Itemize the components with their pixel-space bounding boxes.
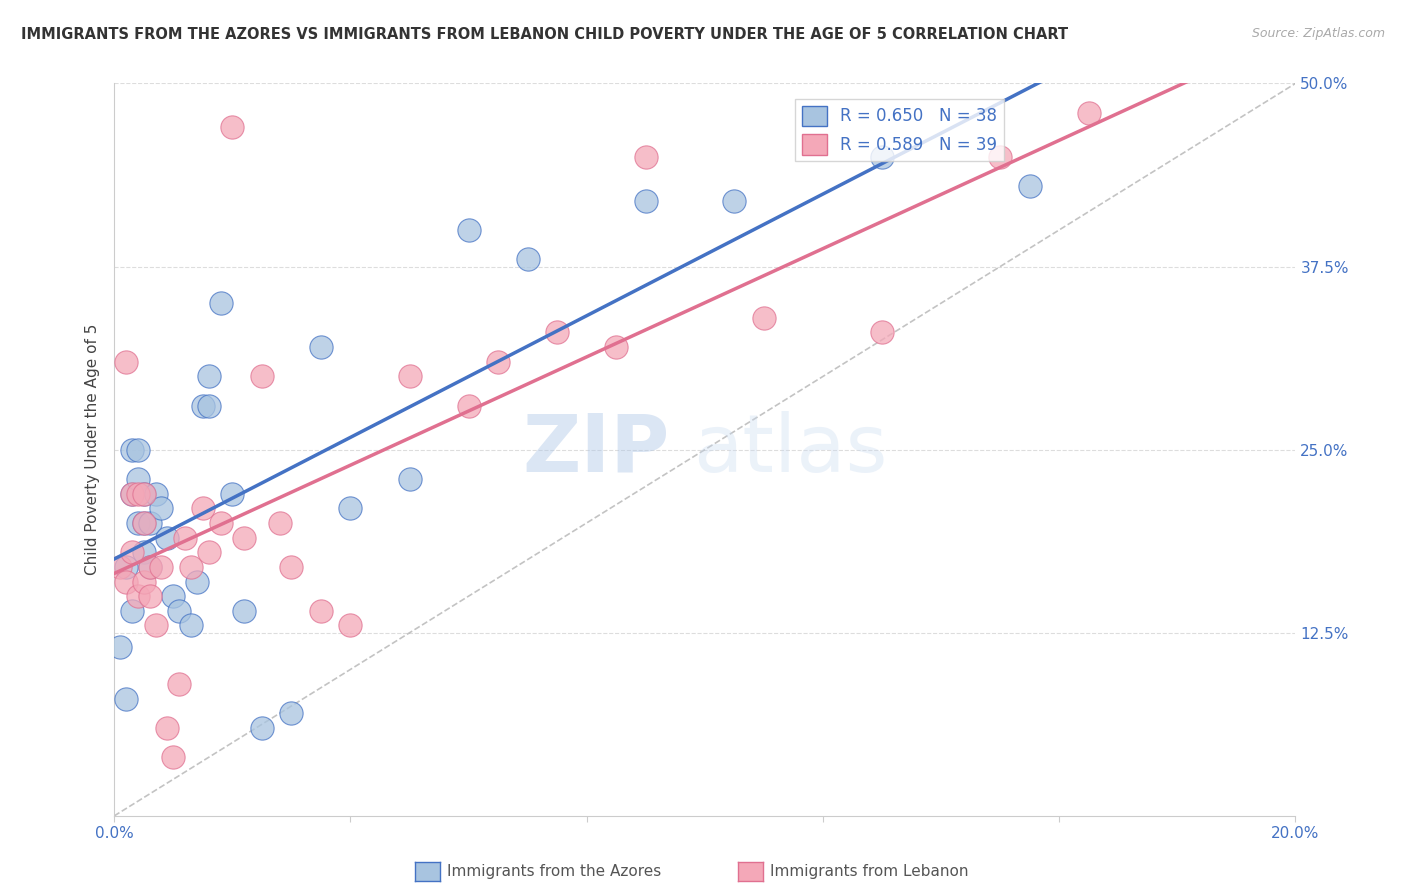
Point — [221, 120, 243, 135]
Point — [988, 150, 1011, 164]
Point — [138, 589, 160, 603]
Text: IMMIGRANTS FROM THE AZORES VS IMMIGRANTS FROM LEBANON CHILD POVERTY UNDER THE AG: IMMIGRANTS FROM THE AZORES VS IMMIGRANTS… — [21, 27, 1069, 42]
Point — [280, 706, 302, 721]
Point — [870, 150, 893, 164]
Point — [309, 604, 332, 618]
Text: Source: ZipAtlas.com: Source: ZipAtlas.com — [1251, 27, 1385, 40]
Point — [115, 691, 138, 706]
Point — [457, 223, 479, 237]
Point — [162, 589, 184, 603]
Legend: R = 0.650   N = 38, R = 0.589   N = 39: R = 0.650 N = 38, R = 0.589 N = 39 — [794, 99, 1004, 161]
Point — [167, 677, 190, 691]
Point — [339, 618, 361, 632]
Point — [209, 516, 232, 530]
Point — [398, 369, 420, 384]
Point — [209, 296, 232, 310]
Text: Immigrants from the Azores: Immigrants from the Azores — [447, 864, 661, 879]
Point — [197, 399, 219, 413]
Point — [115, 574, 138, 589]
Point — [132, 516, 155, 530]
Point — [127, 516, 149, 530]
Point — [486, 355, 509, 369]
Point — [121, 486, 143, 500]
Point — [221, 486, 243, 500]
Text: Immigrants from Lebanon: Immigrants from Lebanon — [770, 864, 969, 879]
Point — [138, 559, 160, 574]
Point — [167, 604, 190, 618]
Point — [1077, 105, 1099, 120]
Point — [339, 501, 361, 516]
Point — [723, 194, 745, 208]
Point — [250, 721, 273, 735]
Point — [108, 640, 131, 655]
Point — [309, 340, 332, 354]
Point — [156, 531, 179, 545]
Point — [121, 442, 143, 457]
Point — [233, 531, 256, 545]
Point — [546, 326, 568, 340]
Point — [132, 486, 155, 500]
Point — [180, 618, 202, 632]
Point — [127, 442, 149, 457]
Point — [132, 545, 155, 559]
Point — [127, 486, 149, 500]
Point — [870, 326, 893, 340]
Point — [233, 604, 256, 618]
Point — [250, 369, 273, 384]
Point — [605, 340, 627, 354]
Point — [162, 750, 184, 764]
Point — [138, 516, 160, 530]
Text: ZIP: ZIP — [522, 410, 669, 489]
Point — [145, 486, 167, 500]
Point — [121, 545, 143, 559]
Point — [752, 310, 775, 325]
Point — [145, 618, 167, 632]
Point — [457, 399, 479, 413]
Point — [186, 574, 208, 589]
Point — [191, 399, 214, 413]
Point — [108, 559, 131, 574]
Point — [150, 559, 173, 574]
Point — [516, 252, 538, 267]
Point — [180, 559, 202, 574]
Point — [115, 559, 138, 574]
Point — [121, 604, 143, 618]
Point — [127, 472, 149, 486]
Text: atlas: atlas — [693, 410, 887, 489]
Point — [132, 574, 155, 589]
Point — [1018, 179, 1040, 194]
Point — [127, 589, 149, 603]
Point — [280, 559, 302, 574]
Point — [138, 559, 160, 574]
Point — [398, 472, 420, 486]
Point — [115, 355, 138, 369]
Point — [634, 194, 657, 208]
Point — [197, 545, 219, 559]
Point — [197, 369, 219, 384]
Point — [156, 721, 179, 735]
Point — [634, 150, 657, 164]
Point — [121, 486, 143, 500]
Y-axis label: Child Poverty Under the Age of 5: Child Poverty Under the Age of 5 — [86, 324, 100, 575]
Point — [132, 486, 155, 500]
Point — [174, 531, 197, 545]
Point — [269, 516, 291, 530]
Point — [191, 501, 214, 516]
Point — [132, 516, 155, 530]
Point — [150, 501, 173, 516]
